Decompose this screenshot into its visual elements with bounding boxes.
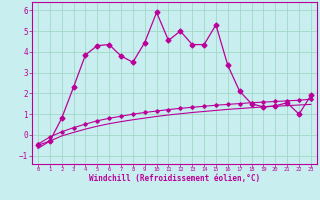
X-axis label: Windchill (Refroidissement éolien,°C): Windchill (Refroidissement éolien,°C) — [89, 174, 260, 183]
